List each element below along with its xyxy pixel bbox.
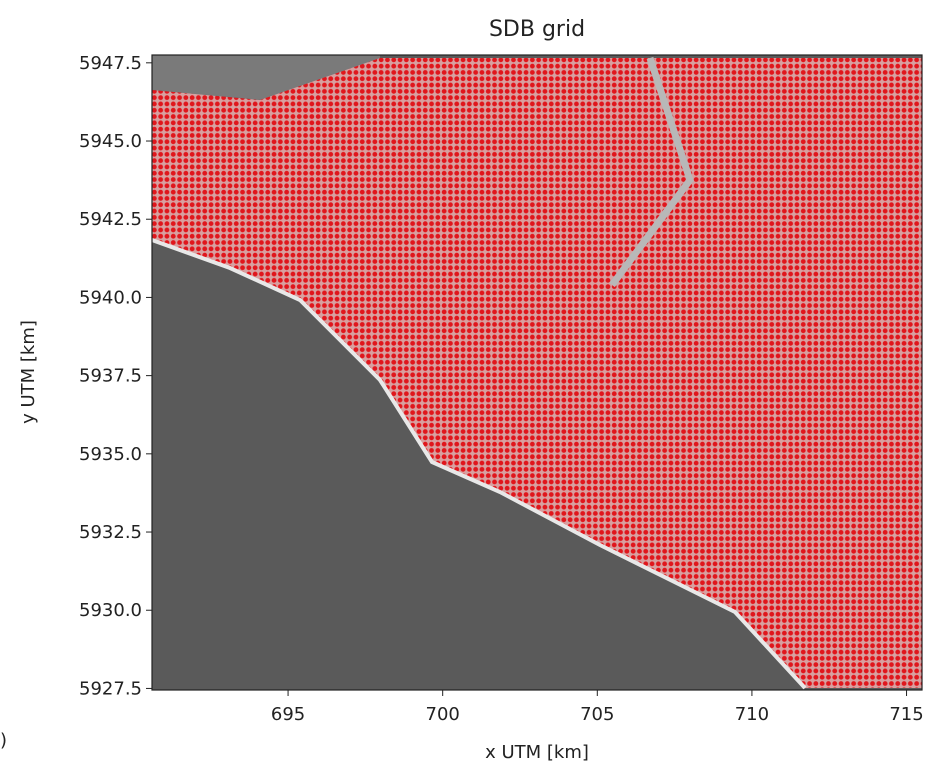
x-tick-label: 710 (735, 704, 769, 725)
y-tick-label: 5940.0 (79, 287, 142, 308)
y-axis-label: y UTM [km] (18, 320, 39, 424)
x-axis-label: x UTM [km] (485, 742, 589, 763)
y-tick-label: 5945.0 (79, 131, 142, 152)
x-tick-label: 705 (580, 704, 614, 725)
chart-title: SDB grid (489, 17, 585, 42)
x-tick-label: 700 (426, 704, 460, 725)
corner-text: ) (0, 730, 7, 751)
x-tick-label: 715 (889, 704, 923, 725)
y-tick-label: 5927.5 (79, 678, 142, 699)
y-tick-label: 5937.5 (79, 366, 142, 387)
x-tick-label: 695 (271, 704, 305, 725)
y-tick-label: 5935.0 (79, 444, 142, 465)
sdb-grid (152, 58, 922, 688)
y-tick-label: 5932.5 (79, 522, 142, 543)
spit (609, 56, 694, 288)
y-tick-label: 5942.5 (79, 209, 142, 230)
plot-frame (151, 54, 923, 691)
y-tick-label: 5930.0 (79, 600, 142, 621)
north-land (152, 55, 380, 100)
y-tick-label: 5947.5 (79, 53, 142, 74)
image-area (152, 55, 922, 690)
coastline (152, 238, 807, 690)
